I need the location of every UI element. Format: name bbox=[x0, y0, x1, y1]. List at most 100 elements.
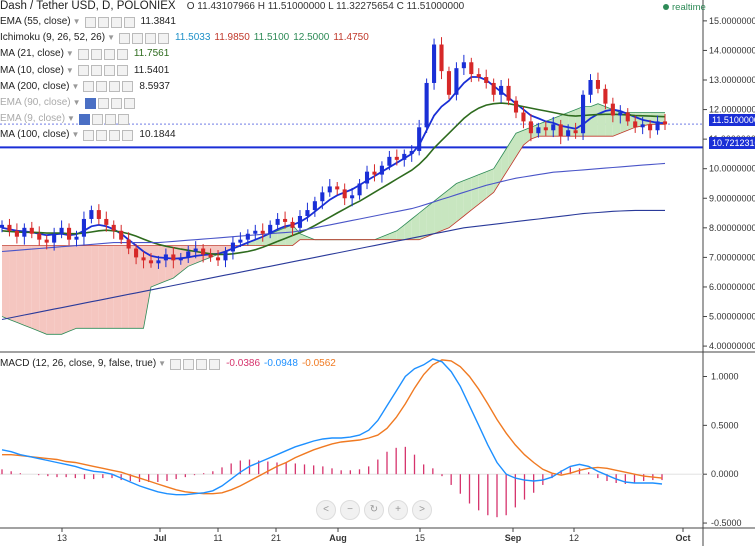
indicator-controls[interactable] bbox=[77, 65, 130, 77]
indicator-row[interactable]: MA (100, close) ▼ 10.1844 bbox=[0, 127, 180, 143]
symbol-label: Dash / Tether USD, D, POLONIEX bbox=[0, 0, 176, 12]
candle-body bbox=[446, 71, 452, 95]
candle bbox=[22, 223, 27, 245]
indicator-row[interactable]: MA (200, close) ▼ 8.5937 bbox=[0, 79, 174, 95]
cloud-segment bbox=[381, 233, 390, 240]
x-tick-label: 13 bbox=[57, 533, 67, 543]
candle bbox=[312, 196, 317, 217]
indicator-row[interactable]: EMA (55, close) ▼ 11.3841 bbox=[0, 14, 180, 30]
indicator-row[interactable]: EMA (90, close) ▼ bbox=[0, 95, 141, 111]
indicator-value: 11.7561 bbox=[133, 48, 170, 60]
y-tick-label: 15.00000000 bbox=[709, 16, 755, 26]
cloud-segment bbox=[143, 245, 151, 329]
scroll-right-icon[interactable]: > bbox=[412, 500, 432, 520]
macd-controls[interactable] bbox=[170, 358, 222, 370]
candle-body bbox=[364, 171, 370, 184]
candle bbox=[573, 122, 578, 139]
candle-body bbox=[491, 82, 496, 95]
caret-icon[interactable]: ▼ bbox=[65, 65, 74, 75]
candle-body bbox=[588, 80, 593, 95]
candle bbox=[595, 72, 601, 94]
candle-body bbox=[134, 248, 139, 258]
candle-body bbox=[22, 227, 27, 237]
y-tick-label: 9.00000000 bbox=[709, 193, 755, 203]
indicator-controls[interactable] bbox=[118, 32, 171, 44]
candle bbox=[640, 116, 645, 135]
candle bbox=[387, 150, 392, 171]
candle bbox=[648, 119, 653, 139]
candle-body bbox=[312, 201, 317, 211]
cloud-segment bbox=[486, 168, 494, 199]
macd-y-tick-label: 1.0000 bbox=[711, 371, 739, 381]
indicator-row[interactable]: EMA (9, close) ▼ bbox=[0, 111, 135, 127]
candle bbox=[230, 236, 235, 260]
candle-body bbox=[81, 218, 86, 237]
indicator-controls[interactable] bbox=[84, 16, 137, 28]
candle-body bbox=[186, 251, 191, 258]
candle-body bbox=[655, 121, 660, 131]
zoom-in-icon[interactable]: + bbox=[388, 500, 408, 520]
candle-body bbox=[193, 248, 198, 252]
cloud-segment bbox=[218, 245, 226, 255]
indicator-row[interactable]: Ichimoku (9, 26, 52, 26) ▼ 11.5033 11.9850 1… bbox=[0, 30, 373, 46]
indicator-controls[interactable] bbox=[83, 81, 135, 93]
indicator-value: 11.9850 bbox=[214, 32, 250, 44]
realtime-indicator: realtime bbox=[663, 2, 706, 13]
candle bbox=[536, 122, 541, 138]
candle-body bbox=[424, 82, 429, 128]
indicator-controls[interactable] bbox=[78, 113, 131, 125]
candle-body bbox=[662, 121, 668, 125]
cloud-segment bbox=[31, 245, 40, 332]
candle bbox=[275, 213, 280, 231]
x-tick-label: 11 bbox=[213, 533, 222, 543]
cloud-segment bbox=[121, 245, 129, 329]
caret-icon[interactable]: ▼ bbox=[72, 17, 81, 26]
candle-body bbox=[461, 62, 466, 69]
caret-icon[interactable]: ▼ bbox=[71, 130, 80, 140]
candle-body bbox=[342, 189, 347, 199]
cloud-segment bbox=[597, 103, 606, 137]
cloud-segment bbox=[61, 245, 70, 335]
cloud-segment bbox=[285, 224, 293, 246]
caret-icon[interactable]: ▼ bbox=[107, 33, 115, 43]
candle bbox=[260, 223, 265, 242]
candle bbox=[379, 161, 384, 183]
cloud-segment bbox=[419, 207, 427, 240]
indicator-value: 11.5401 bbox=[133, 64, 170, 76]
candle-body bbox=[469, 62, 474, 75]
y-tick-label: 14.00000000 bbox=[709, 45, 755, 55]
indicator-row[interactable]: MA (10, close) ▼ 11.5401 bbox=[0, 63, 173, 79]
candle bbox=[223, 247, 228, 268]
caret-icon[interactable]: ▼ bbox=[67, 114, 75, 124]
candle-body bbox=[305, 210, 310, 216]
candle bbox=[59, 220, 64, 239]
indicator-controls[interactable] bbox=[83, 129, 135, 141]
caret-icon[interactable]: ▼ bbox=[72, 98, 81, 107]
reset-icon[interactable]: ↻ bbox=[364, 500, 384, 520]
candle bbox=[588, 74, 593, 103]
candle-body bbox=[439, 44, 444, 72]
cloud-segment bbox=[612, 109, 621, 137]
candle-body bbox=[37, 233, 42, 240]
candle bbox=[566, 124, 571, 141]
indicator-row[interactable]: MA (21, close) ▼ 11.7561 bbox=[0, 46, 173, 62]
candle bbox=[29, 221, 34, 239]
indicator-controls[interactable] bbox=[84, 97, 137, 109]
macd-legend[interactable]: MACD (12, 26, close, 9, false, true) ▼ -… bbox=[0, 356, 340, 372]
caret-icon[interactable]: ▼ bbox=[71, 81, 80, 91]
indicator-controls[interactable] bbox=[77, 48, 130, 60]
caret-icon[interactable]: ▼ bbox=[65, 49, 74, 59]
candlestick-series bbox=[0, 37, 668, 269]
candle-body bbox=[268, 224, 273, 234]
scroll-left-icon[interactable]: < bbox=[316, 500, 336, 520]
caret-icon[interactable]: ▼ bbox=[158, 359, 167, 368]
candle bbox=[417, 119, 422, 156]
candle bbox=[305, 202, 310, 222]
cloud-segment bbox=[16, 245, 25, 326]
candle-body bbox=[141, 257, 146, 261]
candle-body bbox=[610, 103, 615, 116]
y-tick-label: 5.00000000 bbox=[709, 312, 755, 322]
zoom-out-icon[interactable]: − bbox=[340, 500, 360, 520]
cloud-segment bbox=[471, 174, 479, 211]
